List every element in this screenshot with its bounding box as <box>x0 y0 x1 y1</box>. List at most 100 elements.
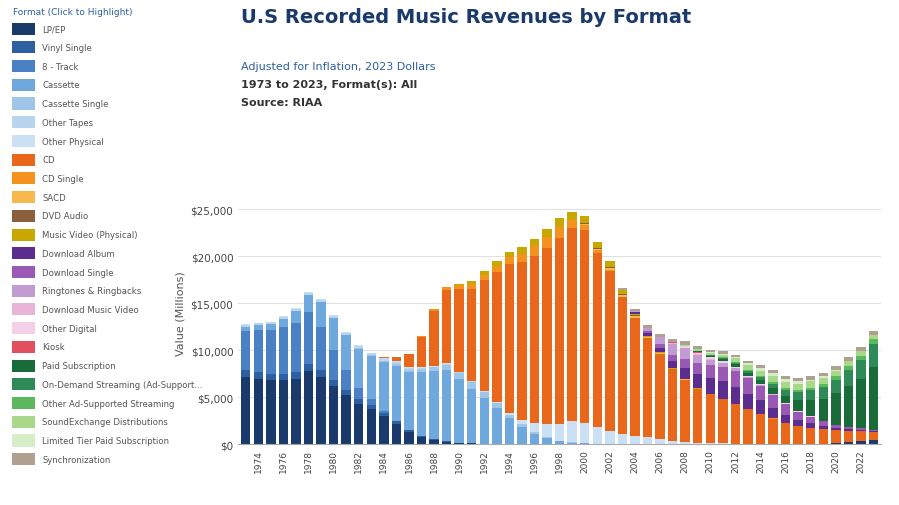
Bar <box>467 282 476 284</box>
Bar <box>567 443 577 444</box>
Bar <box>279 317 289 318</box>
Bar <box>831 425 841 428</box>
Text: Other Physical: Other Physical <box>42 137 104 146</box>
Bar <box>693 374 702 389</box>
Bar <box>743 377 752 379</box>
Bar <box>781 376 790 379</box>
Bar <box>455 379 464 443</box>
Bar <box>781 424 790 444</box>
Bar <box>819 422 828 426</box>
Bar <box>479 393 489 398</box>
Bar <box>706 360 715 365</box>
Bar <box>831 380 841 393</box>
Bar <box>718 359 727 361</box>
Bar <box>706 358 715 360</box>
Text: On-Demand Streaming (Ad-Support...: On-Demand Streaming (Ad-Support... <box>42 380 202 389</box>
Bar <box>681 341 690 345</box>
Bar <box>580 225 590 230</box>
Text: Download Album: Download Album <box>42 249 115 259</box>
Bar <box>379 416 388 444</box>
Bar <box>12 416 35 428</box>
Bar <box>12 98 35 110</box>
Bar <box>392 364 401 366</box>
Bar <box>392 363 401 364</box>
Bar <box>843 361 853 362</box>
Bar <box>769 376 778 383</box>
Bar <box>517 248 527 254</box>
Bar <box>12 117 35 129</box>
Text: Cassette Single: Cassette Single <box>42 100 109 109</box>
Bar <box>868 340 878 344</box>
Bar <box>868 430 878 431</box>
Bar <box>430 312 439 366</box>
Bar <box>304 371 313 444</box>
Text: DVD Audio: DVD Audio <box>42 212 88 221</box>
Bar <box>693 364 702 374</box>
Bar <box>693 355 702 356</box>
Text: Download Single: Download Single <box>42 268 114 277</box>
Bar <box>479 275 489 281</box>
Bar <box>618 434 628 444</box>
Bar <box>843 431 853 442</box>
Bar <box>580 230 590 423</box>
Bar <box>706 355 715 356</box>
Bar <box>367 409 376 444</box>
Bar <box>354 349 363 388</box>
Bar <box>417 368 426 369</box>
Bar <box>794 426 803 444</box>
Bar <box>806 400 815 417</box>
Bar <box>580 423 590 443</box>
Bar <box>605 269 615 270</box>
Bar <box>781 396 790 403</box>
Bar <box>12 323 35 334</box>
Bar <box>819 399 828 421</box>
Bar <box>856 356 866 361</box>
Bar <box>718 358 727 359</box>
Bar <box>567 421 577 442</box>
Bar <box>794 384 803 390</box>
Bar <box>329 318 338 350</box>
Bar <box>479 281 489 391</box>
Bar <box>342 333 351 335</box>
Bar <box>681 346 690 348</box>
Bar <box>254 324 263 326</box>
Bar <box>630 317 640 318</box>
Bar <box>618 291 628 294</box>
Bar <box>756 385 765 386</box>
Bar <box>254 379 263 444</box>
Text: Kiosk: Kiosk <box>42 343 65 352</box>
Text: Vinyl Single: Vinyl Single <box>42 44 92 53</box>
Bar <box>681 345 690 346</box>
Bar <box>856 431 866 441</box>
Bar <box>605 262 615 267</box>
Bar <box>806 428 815 444</box>
Bar <box>12 397 35 409</box>
Bar <box>655 354 664 355</box>
Bar <box>769 388 778 394</box>
Bar <box>430 310 439 312</box>
Bar <box>806 390 815 400</box>
Bar <box>769 408 778 419</box>
Bar <box>354 399 363 404</box>
Bar <box>530 423 539 432</box>
Bar <box>630 312 640 313</box>
Bar <box>868 344 878 367</box>
Bar <box>819 429 828 444</box>
Bar <box>781 388 790 390</box>
Text: SACD: SACD <box>42 193 66 203</box>
Bar <box>819 426 828 429</box>
Bar <box>342 390 351 395</box>
Bar <box>442 442 451 444</box>
Bar <box>756 366 765 369</box>
Bar <box>731 367 740 368</box>
Bar <box>254 330 263 372</box>
Bar <box>304 293 313 296</box>
Bar <box>731 362 740 363</box>
Bar <box>681 348 690 360</box>
Bar <box>693 389 702 443</box>
Bar <box>379 412 388 413</box>
Bar <box>769 419 778 444</box>
Bar <box>693 353 702 355</box>
Bar <box>630 311 640 312</box>
Bar <box>467 443 476 444</box>
